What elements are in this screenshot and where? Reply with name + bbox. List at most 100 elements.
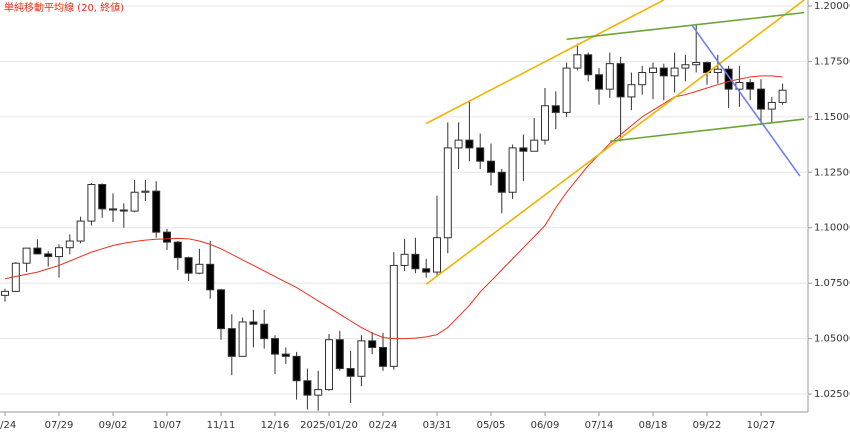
x-tick-label: 06/09: [531, 420, 560, 431]
y-tick-label: 1.20000: [814, 1, 850, 12]
chart-title: 単純移動平均線 (20, 終値): [4, 1, 124, 14]
candle-body: [1, 290, 9, 296]
candle-body: [605, 63, 614, 90]
plot-area: [0, 0, 808, 411]
x-tick-label: 02/24: [369, 420, 398, 431]
trend-line: [609, 118, 805, 143]
candle-body: [487, 160, 495, 173]
candle-body: [227, 328, 236, 357]
candle-body: [357, 340, 366, 377]
trend-line: [425, 0, 805, 285]
candle-body: [659, 67, 668, 77]
y-tick-label: 1.10000: [814, 223, 850, 234]
candle-body: [55, 247, 63, 258]
x-tick-label: 08/18: [639, 420, 668, 431]
candle-body: [584, 54, 593, 76]
candle-body: [541, 105, 549, 141]
x-tick-label: 10/27: [747, 420, 776, 431]
candle-body: [476, 147, 485, 162]
candle-body: [87, 183, 96, 222]
candle-body: [206, 263, 215, 291]
y-tick-label: 1.12500: [814, 167, 850, 178]
candle-body: [163, 231, 171, 243]
candle-body: [670, 67, 679, 77]
candle-body: [746, 81, 755, 90]
x-tick-label: 09/22: [693, 420, 722, 431]
candle-body: [519, 147, 528, 152]
x-tick-label: 6/24: [0, 420, 16, 431]
candle-body: [346, 368, 355, 377]
candle-body: [443, 147, 452, 239]
y-tick-label: 1.02500: [814, 389, 850, 400]
candle-body: [724, 68, 733, 90]
x-tick-label: 10/07: [153, 420, 182, 431]
candle-body: [433, 237, 441, 273]
candle-body: [757, 88, 765, 110]
x-tick-label: 09/02: [99, 420, 128, 431]
candle-body: [778, 89, 787, 103]
candle-body: [713, 68, 722, 74]
candle-body: [65, 240, 74, 249]
candle-body: [465, 139, 474, 149]
candle-body: [76, 220, 85, 242]
candle-body: [379, 346, 387, 367]
candle-body: [649, 67, 657, 74]
x-tick-label: 11/11: [207, 420, 236, 431]
x-tick-label: 03/31: [423, 420, 452, 431]
x-tick-label: 07/14: [585, 420, 614, 431]
candle-body: [44, 253, 53, 258]
candle-body: [184, 257, 193, 274]
candle-body: [98, 183, 107, 210]
x-tick-label: 12/16: [261, 420, 290, 431]
candle-body: [109, 208, 117, 211]
candle-body: [616, 63, 625, 98]
candle-body: [119, 209, 128, 212]
moving-average-line: [4, 75, 783, 340]
candle-body: [400, 253, 409, 266]
candle-body: [335, 339, 344, 370]
y-tick-label: 1.07500: [814, 278, 850, 289]
candle-body: [681, 64, 690, 69]
candle-body: [217, 289, 225, 330]
candle-body: [454, 139, 463, 149]
candle-body: [595, 74, 603, 90]
candle-body: [508, 147, 517, 193]
candle-body: [130, 191, 139, 212]
candle-body: [249, 321, 258, 325]
candle-body: [422, 268, 431, 273]
candle-body: [389, 264, 398, 367]
candle-body: [638, 72, 647, 86]
candle-body: [173, 241, 182, 259]
candle-body: [33, 247, 42, 255]
candle-body: [152, 190, 161, 233]
candle-body: [325, 339, 333, 391]
y-tick-label: 1.15000: [814, 112, 850, 123]
candle-body: [573, 54, 582, 69]
candle-body: [497, 171, 506, 193]
candle-body: [530, 139, 539, 152]
candle-body: [141, 190, 150, 193]
candle-body: [271, 338, 279, 355]
candle-body: [281, 353, 290, 357]
candle-body: [238, 321, 247, 357]
candle-body: [411, 253, 420, 270]
candle-body: [368, 340, 377, 348]
trend-line: [566, 11, 805, 41]
candle-body: [303, 380, 312, 396]
x-tick-label: 05/05: [477, 420, 506, 431]
y-tick-label: 1.05000: [814, 334, 850, 345]
candle-body: [260, 323, 269, 340]
candle-body: [551, 105, 560, 113]
candle-body: [692, 62, 701, 66]
candle-body: [314, 389, 323, 396]
trend-line: [425, 0, 665, 125]
candle-body: [292, 355, 301, 382]
candle-body: [562, 67, 571, 113]
trend-line: [691, 24, 801, 177]
x-tick-label: 2025/01/20: [300, 420, 358, 431]
candle-body: [195, 263, 204, 274]
candle-body: [627, 84, 636, 98]
candle-body: [22, 247, 31, 264]
candle-body: [767, 101, 776, 110]
